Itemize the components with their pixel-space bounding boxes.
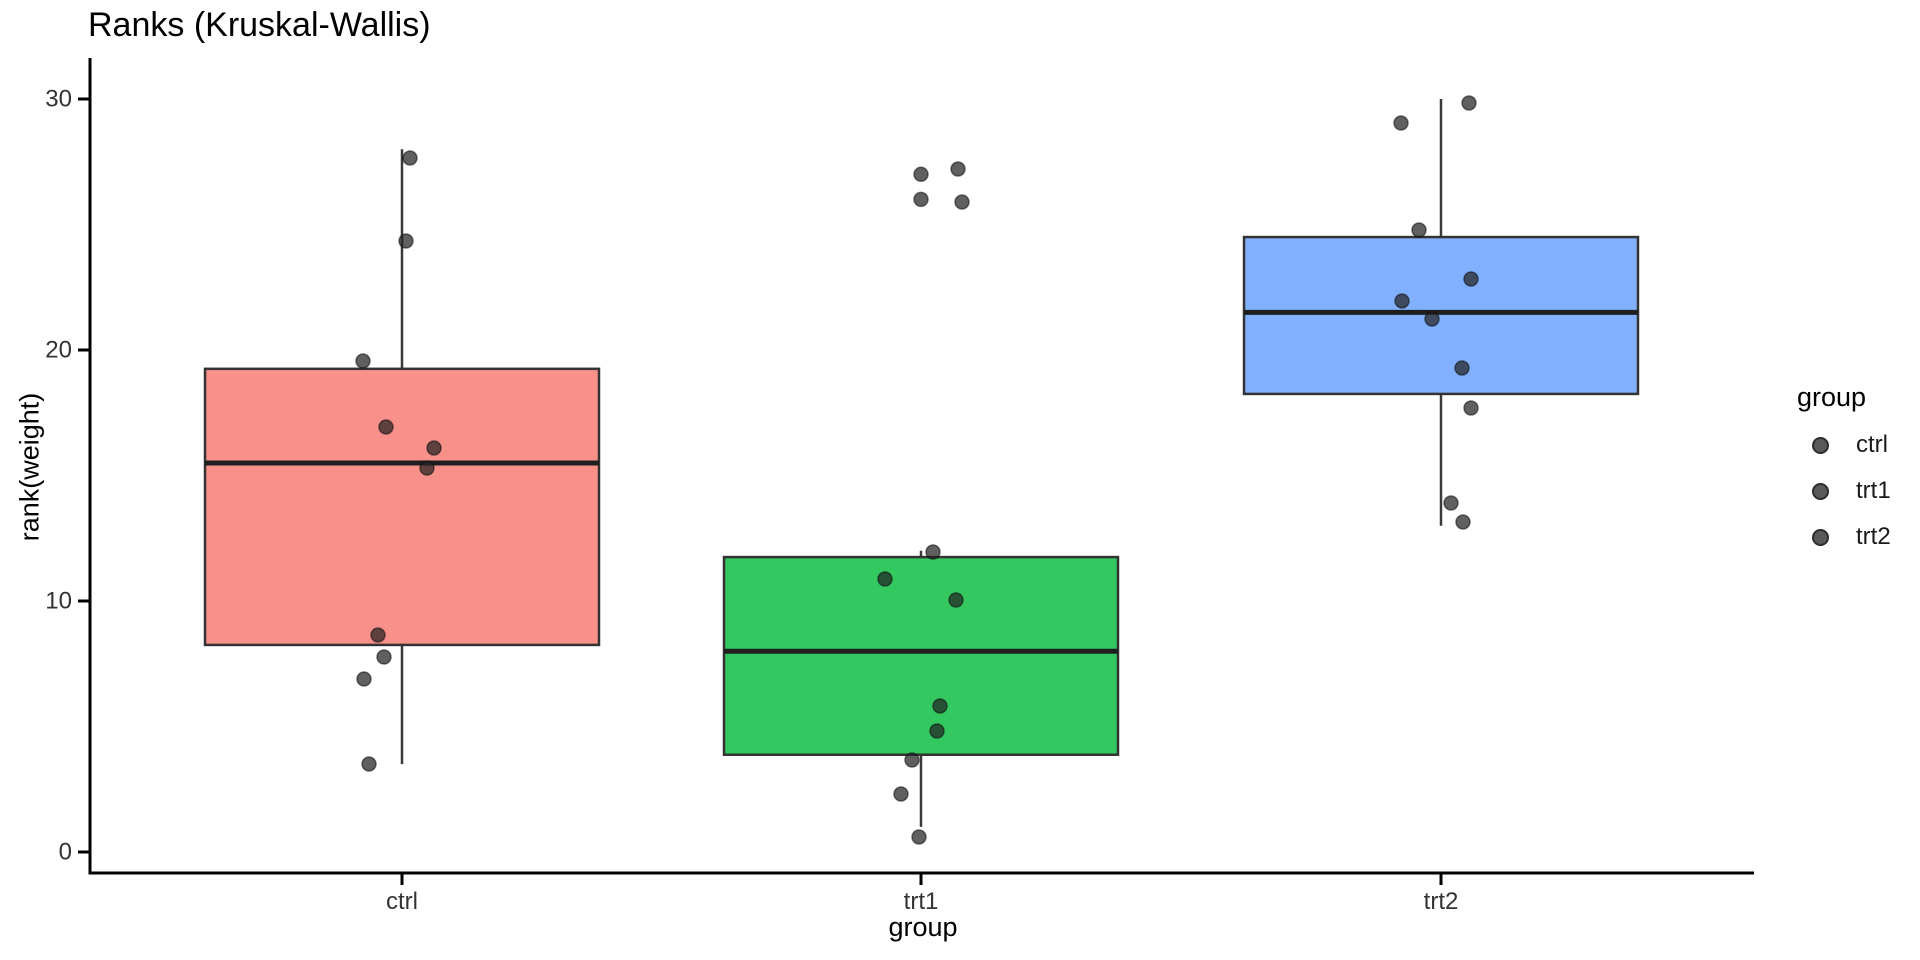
point-swatch-icon xyxy=(1812,436,1829,454)
jitter-point-trt1-9 xyxy=(911,829,927,845)
legend: group ctrl trt1 trt2 xyxy=(1797,382,1891,560)
jitter-point-ctrl-9 xyxy=(361,756,377,772)
jitter-point-trt1-4 xyxy=(948,592,964,608)
jitter-point-trt1-8 xyxy=(893,786,909,802)
jitter-point-trt2-6 xyxy=(1454,360,1470,376)
x-tick-label-trt1: trt1 xyxy=(904,888,939,915)
box-trt1 xyxy=(722,555,1120,756)
jitter-point-ctrl-5 xyxy=(419,460,435,476)
jitter-point-trt2-1 xyxy=(1393,115,1409,131)
jitter-point-ctrl-1 xyxy=(398,233,414,249)
jitter-point-ctrl-0 xyxy=(402,150,418,166)
jitter-point-trt2-8 xyxy=(1443,495,1459,511)
jitter-point-trt2-0 xyxy=(1461,95,1477,111)
point-swatch-icon xyxy=(1812,482,1829,500)
outlier-point-trt1 xyxy=(913,166,929,183)
jitter-point-ctrl-7 xyxy=(376,649,392,665)
jitter-point-trt2-4 xyxy=(1394,293,1410,309)
box-trt2 xyxy=(1242,235,1640,396)
jitter-point-trt2-5 xyxy=(1424,311,1440,327)
point-swatch-icon xyxy=(1812,528,1829,546)
plot-title: Ranks (Kruskal-Wallis) xyxy=(88,6,431,44)
legend-label-ctrl: ctrl xyxy=(1856,431,1888,458)
jitter-point-trt1-2 xyxy=(925,544,941,560)
jitter-point-ctrl-2 xyxy=(355,353,371,369)
jitter-point-trt1-7 xyxy=(904,752,920,768)
y-tick-label: 30 xyxy=(45,86,72,113)
jitter-point-ctrl-3 xyxy=(378,419,394,435)
jitter-point-trt2-2 xyxy=(1411,222,1427,238)
jitter-point-trt1-1 xyxy=(954,194,970,210)
legend-item-trt2: trt2 xyxy=(1797,514,1891,560)
jitter-point-trt1-0 xyxy=(950,161,966,177)
jitter-point-trt1-5 xyxy=(932,698,948,714)
x-axis-title: group xyxy=(888,912,958,942)
x-tick-label-ctrl: ctrl xyxy=(386,888,418,915)
y-tick-label: 10 xyxy=(45,588,72,615)
outlier-point-trt1 xyxy=(913,191,929,208)
legend-label-trt2: trt2 xyxy=(1856,523,1891,550)
legend-item-ctrl: ctrl xyxy=(1797,422,1891,468)
jitter-point-trt2-9 xyxy=(1455,514,1471,530)
jitter-point-ctrl-6 xyxy=(370,627,386,643)
y-tick-label: 20 xyxy=(45,337,72,364)
legend-title: group xyxy=(1797,382,1867,412)
box-ctrl xyxy=(203,367,601,647)
jitter-point-ctrl-8 xyxy=(356,671,372,687)
jitter-point-trt2-7 xyxy=(1463,400,1479,416)
x-tick-label-trt2: trt2 xyxy=(1424,888,1459,915)
jitter-point-ctrl-4 xyxy=(426,440,442,456)
y-tick-label: 0 xyxy=(59,839,72,866)
legend-label-trt1: trt1 xyxy=(1856,477,1891,504)
legend-item-trt1: trt1 xyxy=(1797,468,1891,514)
jitter-point-trt1-3 xyxy=(877,571,893,587)
jitter-point-trt2-3 xyxy=(1463,271,1479,287)
jitter-point-trt1-6 xyxy=(929,723,945,739)
